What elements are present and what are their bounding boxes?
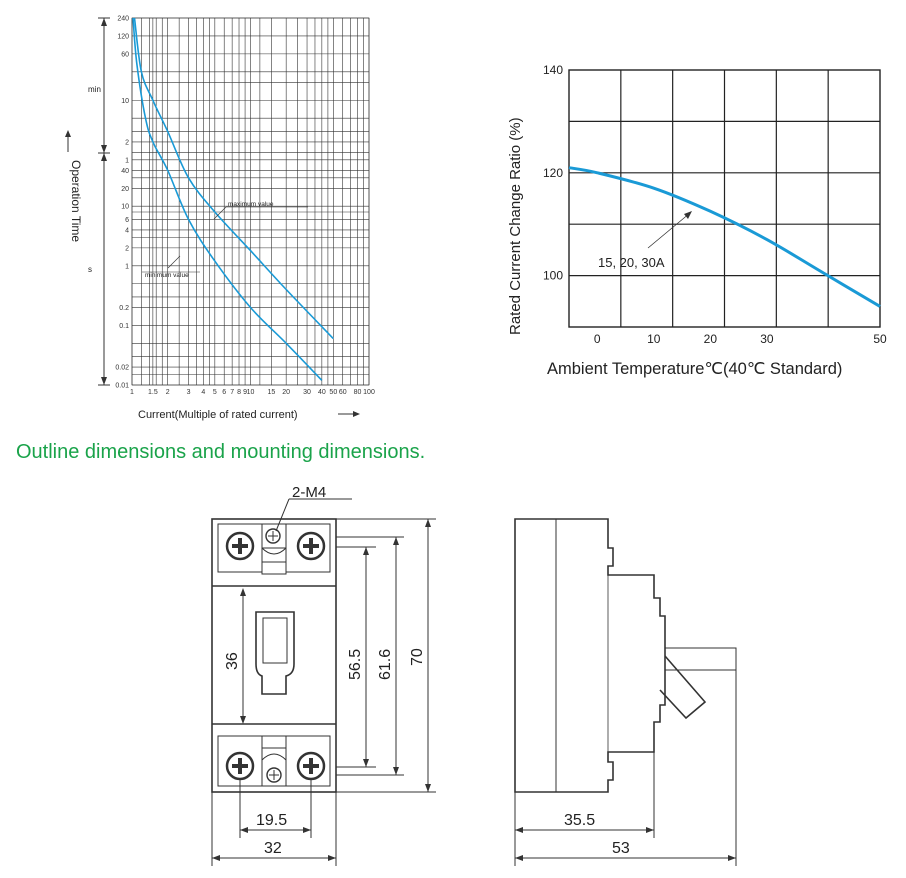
breaker-front-view: 2-M4 36 56.5 61.6 70 19.5 — [211, 484, 436, 866]
y-tick: 140 — [543, 63, 563, 77]
section-heading: Outline dimensions and mounting dimensio… — [16, 441, 426, 463]
dim-56-5: 56.5 — [347, 649, 364, 680]
y-tick-s: 6 — [125, 217, 129, 224]
time-current-grid — [131, 17, 370, 386]
x-tick: 100 — [363, 389, 375, 396]
x-tick: 7 — [230, 389, 234, 396]
dim-35-5: 35.5 — [564, 812, 595, 829]
x-tick: 20 — [282, 389, 290, 396]
screw-bottom-left-icon — [225, 751, 255, 781]
x-tick: 40 — [318, 389, 326, 396]
x-tick: 50 — [329, 389, 337, 396]
x-tick: 15 — [267, 389, 275, 396]
x-tick: 9 — [243, 389, 247, 396]
current-axis-label: Current(Multiple of rated current) — [138, 409, 298, 421]
x-tick: 20 — [704, 332, 718, 346]
breaker-side-view: 35.5 53 — [514, 518, 737, 866]
x-tick: 8 — [237, 389, 241, 396]
dim-36: 36 — [224, 652, 241, 670]
temperature-ticks: 0 10 20 30 50 100 120 140 — [543, 63, 887, 346]
x-tick: 1 — [130, 389, 134, 396]
toggle-handle — [255, 611, 295, 695]
x-tick: 50 — [873, 332, 887, 346]
y-tick-s: 4 — [125, 227, 129, 234]
screw-spec-label: 2-M4 — [292, 484, 326, 501]
mounting-hole-top-icon — [265, 528, 281, 544]
x-tick: 30 — [303, 389, 311, 396]
y-tick-s: 2 — [125, 245, 129, 252]
operation-time-label: Operation Time — [69, 160, 83, 242]
mounting-hole-bottom-icon — [266, 767, 282, 783]
curve-annotation: 15, 20, 30A — [598, 255, 665, 270]
x-tick: 4 — [201, 389, 205, 396]
x-tick: 80 — [354, 389, 362, 396]
x-tick: 30 — [760, 332, 774, 346]
unit-s-label: s — [88, 265, 92, 274]
x-tick: 0 — [594, 332, 601, 346]
temperature-grid — [569, 70, 880, 327]
y-tick: 120 — [543, 166, 563, 180]
minimum-value-curve — [132, 17, 323, 381]
time-current-curves — [132, 17, 334, 381]
y-tick-s: 0.1 — [119, 323, 129, 330]
dim-53: 53 — [612, 840, 630, 857]
x-tick: 60 — [339, 389, 347, 396]
x-tick: 2 — [166, 389, 170, 396]
y-tick-s: 0.01 — [115, 383, 129, 390]
y-tick-s: 0.02 — [115, 365, 129, 372]
maximum-value-curve — [133, 17, 334, 340]
y-tick-s: 40 — [121, 168, 129, 175]
y-tick-min: 240 — [117, 16, 129, 23]
dim-19-5: 19.5 — [256, 812, 287, 829]
ambient-temperature-label: Ambient Temperature℃(40℃ Standard) — [547, 360, 842, 378]
y-tick-s: 20 — [121, 186, 129, 193]
screw-bottom-right-icon — [296, 751, 326, 781]
x-tick: 5 — [213, 389, 217, 396]
y-tick-s: 10 — [121, 204, 129, 211]
x-tick: 6 — [222, 389, 226, 396]
y-tick-s: 0.2 — [119, 305, 129, 312]
y-tick-min: 60 — [121, 51, 129, 58]
y-tick-min: 120 — [117, 33, 129, 40]
temperature-derating-chart: 0 10 20 30 50 100 120 140 Rated Current Change … — [507, 63, 887, 378]
minimum-value-label: minimum value — [145, 272, 189, 279]
time-current-x-ticks: 1 1.5 2 3 4 5 6 7 8 9 10 15 20 30 40 50 60 80 100 — [130, 389, 375, 396]
rated-current-ratio-label: Rated Current Change Ratio (%) — [507, 117, 524, 335]
x-tick: 10 — [647, 332, 661, 346]
y-tick-min: 10 — [121, 98, 129, 105]
screw-top-left-icon — [225, 531, 255, 561]
maximum-value-label: maximum value — [228, 201, 274, 208]
x-tick: 10 — [247, 389, 255, 396]
derating-curve — [568, 166, 881, 308]
x-tick: 3 — [187, 389, 191, 396]
unit-min-label: min — [88, 85, 101, 94]
dim-32: 32 — [264, 840, 282, 857]
x-tick: 1.5 — [148, 389, 158, 396]
time-current-y-ticks: 240 120 60 10 2 1 40 20 10 6 4 2 1 0.2 0.1 0.02 0.01 — [115, 16, 129, 390]
y-tick-s: 1 — [125, 263, 129, 270]
screw-top-right-icon — [296, 531, 326, 561]
y-tick-min: 1 — [125, 157, 129, 164]
dim-61-6: 61.6 — [377, 649, 394, 680]
y-tick: 100 — [543, 269, 563, 283]
dim-70: 70 — [409, 648, 426, 666]
y-tick-min: 2 — [125, 139, 129, 146]
